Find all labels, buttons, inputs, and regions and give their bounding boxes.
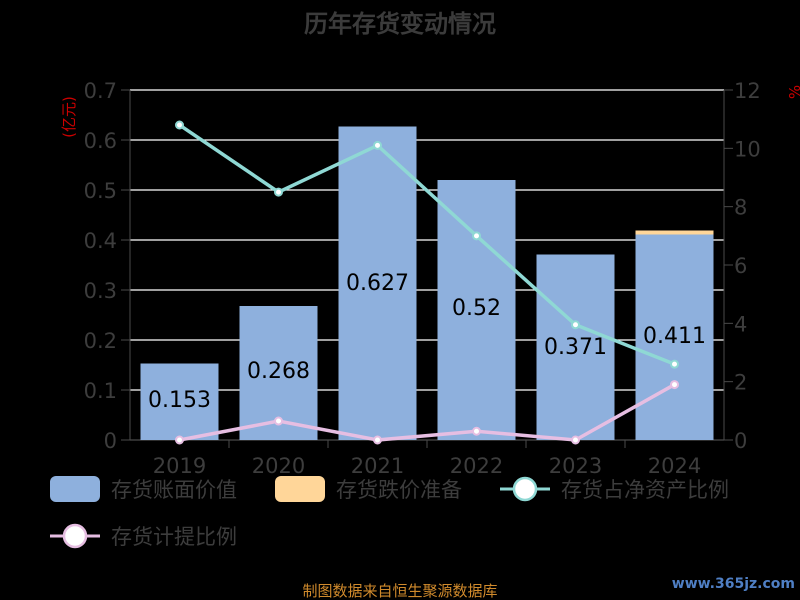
bar-value-label: 0.52 <box>452 296 501 321</box>
axes: 0 0.1 0.2 0.3 0.4 0.5 0.6 0.7 0 2 4 6 8 10 12 (亿元)% 2019… <box>60 79 800 478</box>
point-inventory-to-net-assets <box>670 359 679 369</box>
legend-swatch-marker <box>512 476 538 502</box>
right-unit-label: % <box>786 85 800 99</box>
left-tick-label: 0 <box>104 429 117 453</box>
legend-label: 存货占净资产比例 <box>561 478 729 502</box>
point-provision-ratio <box>472 426 481 436</box>
watermark: www.365jz.com <box>672 576 795 592</box>
x-tick-label: 2019 <box>153 454 206 478</box>
legend-swatch-bar <box>50 476 100 502</box>
line-provision-ratio <box>179 383 676 442</box>
point-provision-ratio <box>670 380 679 390</box>
bar-book-value <box>437 180 516 440</box>
right-tick-label: 12 <box>734 79 761 103</box>
bar-provision <box>635 230 714 235</box>
legend-label: 存货跌价准备 <box>336 478 462 502</box>
chart-title: 历年存货变动情况 <box>304 10 496 38</box>
legend-label: 存货计提比例 <box>111 525 237 549</box>
grid-lines <box>130 89 724 391</box>
x-tick-label: 2020 <box>252 454 305 478</box>
bar-value-label: 0.411 <box>643 324 706 349</box>
right-tick-label: 10 <box>734 137 761 161</box>
x-tick-label: 2023 <box>549 454 602 478</box>
x-tick-label: 2024 <box>648 454 701 478</box>
bar-value-label: 0.153 <box>148 388 211 413</box>
left-tick-label: 0.6 <box>84 129 117 153</box>
point-inventory-to-net-assets <box>472 231 481 241</box>
point-provision-ratio <box>175 435 184 445</box>
bar-book-value <box>635 234 714 440</box>
point-inventory-to-net-assets <box>571 320 580 330</box>
bar-book-value <box>338 126 417 440</box>
right-tick-label: 4 <box>734 312 747 336</box>
point-inventory-to-net-assets <box>373 140 382 150</box>
left-unit-label: (亿元) <box>60 96 78 138</box>
legend-label: 存货账面价值 <box>111 478 237 502</box>
x-tick-label: 2021 <box>351 454 404 478</box>
left-tick-label: 0.1 <box>84 379 117 403</box>
legend-swatch-marker <box>62 523 88 549</box>
point-provision-ratio <box>373 435 382 445</box>
series-lines <box>175 120 679 445</box>
point-provision-ratio <box>571 435 580 445</box>
right-tick-label: 2 <box>734 371 747 395</box>
legend-swatch-bar <box>275 476 325 502</box>
bars <box>140 126 714 440</box>
data-labels: 0.153 0.268 0.627 0.52 0.371 0.411 <box>148 271 706 413</box>
point-inventory-to-net-assets <box>175 120 184 130</box>
bar-value-label: 0.268 <box>247 359 310 384</box>
right-tick-label: 6 <box>734 254 747 278</box>
left-tick-label: 0.7 <box>84 79 117 103</box>
point-inventory-to-net-assets <box>274 187 283 197</box>
source-note: 制图数据来自恒生聚源数据库 <box>302 582 497 600</box>
left-tick-label: 0.3 <box>84 279 117 303</box>
left-tick-label: 0.5 <box>84 179 117 203</box>
line-inventory-to-net-assets <box>178 123 676 366</box>
bar-value-label: 0.371 <box>544 335 607 360</box>
x-tick-label: 2022 <box>450 454 503 478</box>
left-tick-label: 0.2 <box>84 329 117 353</box>
bar-book-value <box>536 254 615 440</box>
right-tick-label: 8 <box>734 196 747 220</box>
left-tick-label: 0.4 <box>84 229 117 253</box>
point-provision-ratio <box>274 416 283 426</box>
bar-value-label: 0.627 <box>346 271 409 296</box>
bar-book-value <box>140 363 219 440</box>
right-tick-label: 0 <box>734 429 747 453</box>
